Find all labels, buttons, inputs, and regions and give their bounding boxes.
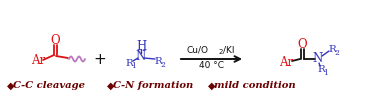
Text: H: H <box>136 39 146 52</box>
Text: ◆: ◆ <box>7 81 14 91</box>
Text: Ar: Ar <box>279 56 293 69</box>
Text: R: R <box>317 65 325 74</box>
Text: C-N formation: C-N formation <box>113 81 193 91</box>
Text: N: N <box>136 49 146 62</box>
Text: 1: 1 <box>324 69 328 77</box>
Text: O: O <box>297 39 307 52</box>
Text: R: R <box>125 58 133 68</box>
Text: 2: 2 <box>335 49 339 57</box>
Text: 40 °C: 40 °C <box>199 61 224 71</box>
Text: ◆: ◆ <box>208 81 215 91</box>
Text: +: + <box>94 52 106 67</box>
Text: 2: 2 <box>161 61 166 69</box>
Text: C-C cleavage: C-C cleavage <box>13 81 85 91</box>
Text: Cu/O: Cu/O <box>186 45 209 55</box>
Text: mild condition: mild condition <box>214 81 296 91</box>
Text: /KI: /KI <box>223 45 234 55</box>
Text: ◆: ◆ <box>107 81 115 91</box>
Text: N: N <box>313 52 323 65</box>
Text: O: O <box>50 35 60 48</box>
Text: 2: 2 <box>218 49 223 55</box>
Text: R: R <box>328 45 336 55</box>
Text: Ar: Ar <box>31 55 45 68</box>
Text: 1: 1 <box>132 62 136 70</box>
Text: R: R <box>154 58 162 67</box>
